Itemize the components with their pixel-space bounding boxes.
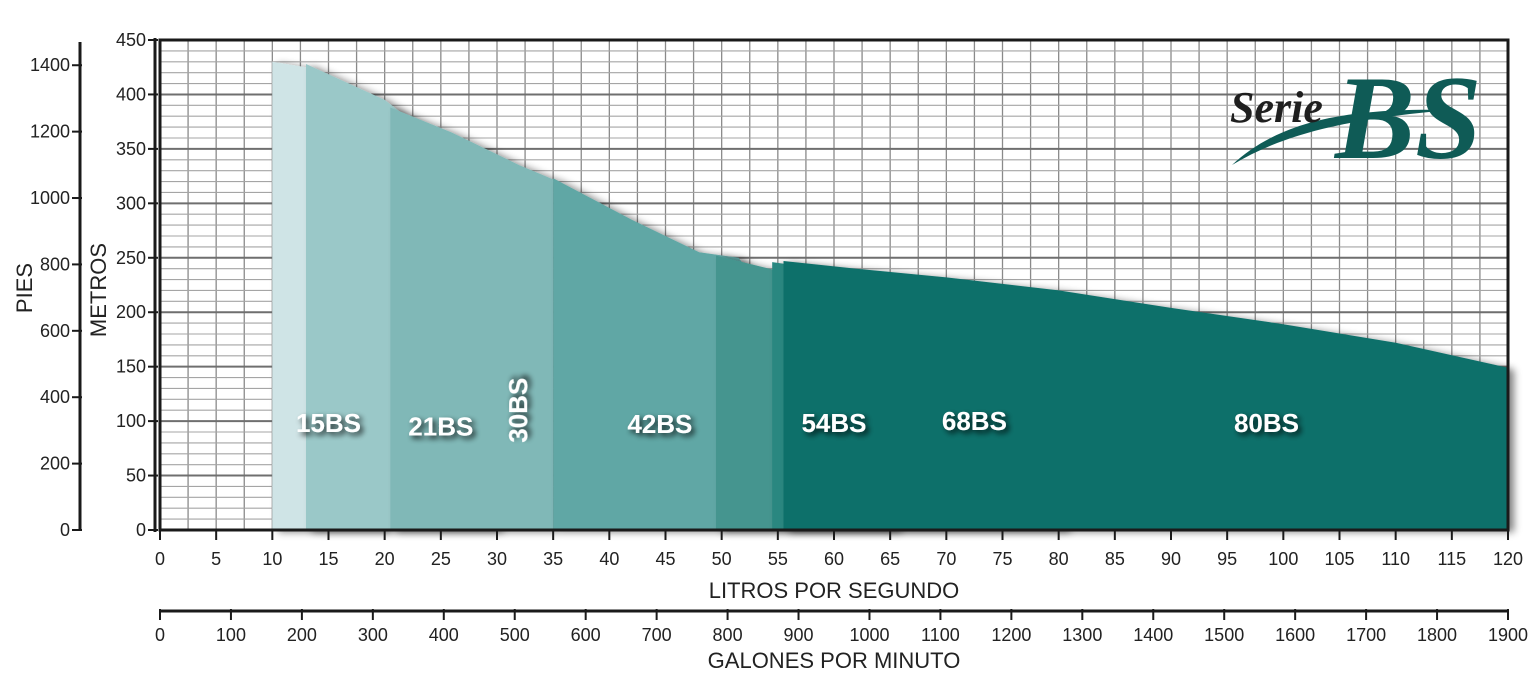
x-tick-label-gpm: 1900 — [1488, 625, 1528, 645]
axes: 050100150200250300350400450METROS0200400… — [12, 30, 1528, 673]
bands — [272, 61, 1508, 531]
y-tick-label-metros: 350 — [116, 139, 146, 159]
band-30BS — [390, 107, 554, 530]
y-tick-label-metros: 200 — [116, 302, 146, 322]
y-tick-label-pies: 1000 — [30, 188, 70, 208]
band-label-54BS: 54BS — [801, 408, 866, 438]
x-tick-label-gpm: 1600 — [1275, 625, 1315, 645]
x-tick-label-gpm: 200 — [287, 625, 317, 645]
band-label-30BS: 30BS — [503, 378, 533, 443]
logo-serie: Serie — [1230, 83, 1323, 132]
y-tick-label-metros: 300 — [116, 193, 146, 213]
y-tick-label-pies: 200 — [40, 454, 70, 474]
x-tick-label-gpm: 100 — [216, 625, 246, 645]
x-tick-label-lps: 10 — [262, 549, 282, 569]
band-label-42BS: 42BS — [627, 409, 692, 439]
y-tick-label-pies: 600 — [40, 321, 70, 341]
x-tick-label-lps: 25 — [431, 549, 451, 569]
x-tick-label-gpm: 1400 — [1133, 625, 1173, 645]
x-tick-label-lps: 90 — [1161, 549, 1181, 569]
x-tick-label-gpm: 500 — [500, 625, 530, 645]
x-tick-label-gpm: 900 — [784, 625, 814, 645]
x-tick-label-gpm: 1100 — [921, 625, 960, 645]
x-tick-label-lps: 0 — [155, 549, 165, 569]
x-tick-label-lps: 35 — [543, 549, 563, 569]
logo-bs: BS — [1333, 51, 1482, 184]
x-tick-label-gpm: 800 — [713, 625, 743, 645]
x-axis-title-gpm: GALONES POR MINUTO — [708, 648, 961, 673]
x-tick-label-lps: 55 — [768, 549, 788, 569]
x-tick-label-gpm: 1500 — [1204, 625, 1244, 645]
x-tick-label-lps: 95 — [1217, 549, 1237, 569]
x-tick-label-lps: 5 — [211, 549, 221, 569]
y-tick-label-pies: 1400 — [30, 55, 70, 75]
x-tick-label-lps: 85 — [1105, 549, 1125, 569]
logo: BS Serie — [1230, 51, 1482, 184]
x-tick-label-gpm: 1700 — [1346, 625, 1386, 645]
y-tick-label-metros: 50 — [126, 466, 146, 486]
y-tick-label-metros: 0 — [136, 520, 146, 540]
x-tick-label-gpm: 0 — [155, 625, 165, 645]
x-tick-label-gpm: 400 — [429, 625, 459, 645]
x-tick-label-gpm: 600 — [571, 625, 601, 645]
band-label-15BS: 15BS — [296, 408, 361, 438]
x-tick-label-gpm: 700 — [642, 625, 672, 645]
y-tick-label-pies: 1200 — [30, 122, 70, 142]
y-axis-title-metros: METROS — [86, 243, 111, 337]
band-80BS — [783, 261, 1508, 530]
x-tick-label-lps: 60 — [824, 549, 844, 569]
x-tick-label-lps: 115 — [1437, 549, 1466, 569]
x-tick-label-lps: 80 — [1049, 549, 1069, 569]
x-tick-label-lps: 20 — [375, 549, 395, 569]
y-tick-label-metros: 400 — [116, 84, 146, 104]
x-tick-label-gpm: 300 — [358, 625, 388, 645]
y-tick-label-pies: 800 — [40, 254, 70, 274]
x-tick-label-lps: 100 — [1268, 549, 1298, 569]
y-tick-label-metros: 100 — [116, 411, 146, 431]
y-tick-label-pies: 400 — [40, 387, 70, 407]
x-tick-label-lps: 120 — [1493, 549, 1523, 569]
x-tick-label-lps: 105 — [1324, 549, 1354, 569]
x-tick-label-lps: 75 — [992, 549, 1012, 569]
band-label-68BS: 68BS — [942, 406, 1007, 436]
x-tick-label-gpm: 1800 — [1417, 625, 1457, 645]
y-axis-title-pies: PIES — [12, 263, 37, 313]
y-tick-label-metros: 450 — [116, 30, 146, 50]
x-tick-label-lps: 50 — [712, 549, 732, 569]
y-tick-label-pies: 0 — [60, 520, 70, 540]
x-tick-label-lps: 70 — [936, 549, 956, 569]
band-label-21BS: 21BS — [408, 411, 473, 441]
x-tick-label-lps: 65 — [880, 549, 900, 569]
y-tick-label-metros: 150 — [116, 357, 146, 377]
x-tick-label-lps: 110 — [1381, 549, 1410, 569]
x-tick-label-lps: 15 — [318, 549, 338, 569]
x-tick-label-gpm: 1200 — [991, 625, 1031, 645]
x-axis-title-lps: LITROS POR SEGUNDO — [709, 578, 960, 603]
x-tick-label-gpm: 1300 — [1062, 625, 1102, 645]
y-tick-label-metros: 250 — [116, 248, 146, 268]
band-labels: 15BS 21BS 30BS 42BS 54BS 68BS 80BS — [296, 378, 1299, 443]
band-label-80BS: 80BS — [1234, 408, 1299, 438]
logo-swoosh — [1232, 109, 1450, 165]
x-tick-label-lps: 30 — [487, 549, 507, 569]
x-tick-label-lps: 40 — [599, 549, 619, 569]
x-tick-label-gpm: 1000 — [849, 625, 889, 645]
x-tick-label-lps: 45 — [655, 549, 675, 569]
